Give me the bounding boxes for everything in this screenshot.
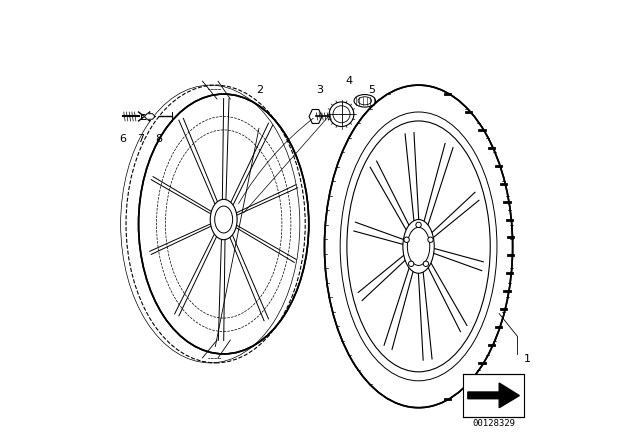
Ellipse shape xyxy=(416,222,421,228)
Ellipse shape xyxy=(408,261,414,267)
Ellipse shape xyxy=(329,102,354,127)
Polygon shape xyxy=(468,383,520,408)
Text: 7: 7 xyxy=(137,134,145,144)
Ellipse shape xyxy=(354,95,376,107)
Ellipse shape xyxy=(404,237,410,242)
Polygon shape xyxy=(309,109,322,124)
Ellipse shape xyxy=(347,121,490,372)
Ellipse shape xyxy=(210,199,237,240)
Text: 1: 1 xyxy=(524,354,531,364)
Text: 6: 6 xyxy=(120,134,126,144)
Text: 5: 5 xyxy=(368,85,375,95)
Text: 00128329: 00128329 xyxy=(472,419,515,428)
Ellipse shape xyxy=(139,94,309,354)
Ellipse shape xyxy=(403,220,435,273)
Text: 8: 8 xyxy=(155,134,163,144)
Bar xyxy=(463,374,524,417)
Ellipse shape xyxy=(324,85,513,408)
Ellipse shape xyxy=(423,261,429,267)
Text: 2: 2 xyxy=(256,85,263,95)
Ellipse shape xyxy=(428,237,433,242)
Polygon shape xyxy=(145,114,155,119)
Text: 3: 3 xyxy=(317,85,323,95)
Text: 4: 4 xyxy=(346,76,353,86)
